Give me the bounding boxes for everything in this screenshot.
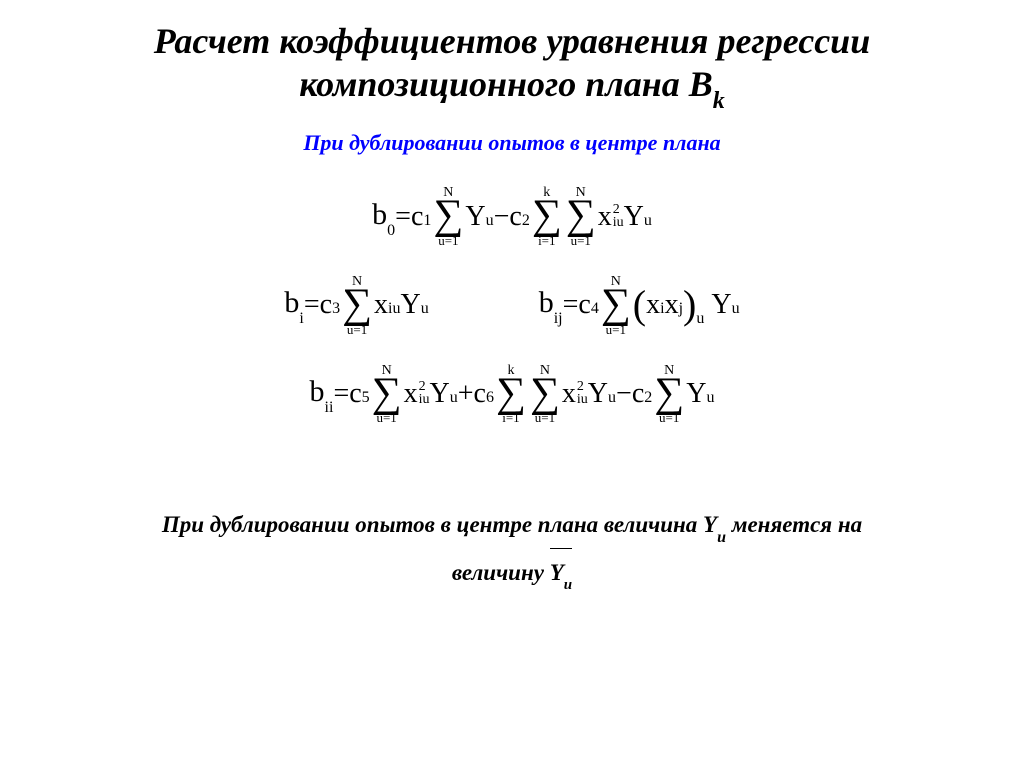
bi-sub: i: [299, 310, 303, 327]
slide-subtitle: При дублировании опытов в центре плана: [303, 130, 720, 156]
bii-sub: ii: [325, 399, 334, 416]
xi-sub: i: [660, 300, 664, 318]
Yu-sub: u: [486, 212, 494, 230]
sigma-low: u=1: [659, 411, 679, 424]
c2-sub: 2: [644, 389, 652, 407]
sigma-low-i: i=1: [502, 411, 519, 424]
Y: Y: [465, 201, 485, 233]
slide-title: Расчет коэффициентов уравнения регрессии…: [30, 20, 994, 112]
c4: c: [578, 289, 590, 321]
Y: Y: [686, 378, 706, 410]
sigma-icon: N ∑ u=1: [566, 186, 596, 247]
y-bar-icon: Yu: [550, 550, 572, 597]
sigma-low: u=1: [535, 411, 555, 424]
b-sym: b: [539, 286, 554, 319]
x: x: [665, 289, 679, 321]
plus-sign: +: [458, 378, 474, 410]
Y: Y: [430, 378, 450, 410]
b-sym: b: [284, 286, 299, 319]
note-text-3: величину: [452, 560, 550, 585]
Yu-sub: u: [450, 389, 458, 407]
eq-sign: =: [333, 378, 349, 410]
sigma-icon: N ∑ u=1: [601, 275, 631, 336]
Yu-sub: u: [644, 212, 652, 230]
x-iu: iu: [388, 300, 400, 318]
sigma-low: u=1: [571, 234, 591, 247]
c6: c: [474, 378, 486, 410]
formula-bii: bii = c5 N ∑ u=1 x2iu Yu + c6 k ∑ i=1 N …: [310, 364, 715, 425]
note-text-2: меняется на: [726, 512, 862, 537]
c3: c: [320, 289, 332, 321]
Y: Y: [588, 378, 608, 410]
sigma-icon: N ∑ u=1: [372, 364, 402, 425]
note-Yu-sub: u: [717, 529, 726, 546]
x: x: [562, 378, 576, 410]
sigma-icon: N ∑ u=1: [342, 275, 372, 336]
Y: Y: [624, 201, 644, 233]
Yu-sub: u: [706, 389, 714, 407]
sigma-icon: k ∑ i=1: [496, 364, 526, 425]
c5-sub: 5: [362, 389, 370, 407]
ybar-Y: Y: [550, 560, 564, 585]
sigma-low: u=1: [606, 323, 626, 336]
sigma-icon: N ∑ u=1: [530, 364, 560, 425]
slide: Расчет коэффициентов уравнения регрессии…: [0, 0, 1024, 767]
formula-row-2: bi = c3 N ∑ u=1 xiu Yu bij = c4 N ∑ u=1 …: [30, 275, 994, 336]
eq-sign: =: [563, 289, 579, 321]
c6-sub: 6: [486, 389, 494, 407]
sigma-icon: N ∑ u=1: [654, 364, 684, 425]
note-text-1: При дублировании опытов в центре плана в…: [162, 512, 717, 537]
c2: c: [509, 201, 521, 233]
Yu-sub: u: [421, 300, 429, 318]
sigma-low: u=1: [438, 234, 458, 247]
Y: Y: [711, 289, 731, 321]
c1-sub: 1: [423, 212, 431, 230]
paren-sub: u: [696, 310, 704, 328]
ybar-sub: u: [564, 577, 572, 593]
x: x: [598, 201, 612, 233]
x-iu: iu: [613, 217, 624, 230]
x: x: [646, 289, 660, 321]
title-text: Расчет коэффициентов уравнения регрессии…: [154, 21, 870, 104]
Yu-sub: u: [732, 300, 740, 318]
Y: Y: [400, 289, 420, 321]
x-iu: iu: [577, 394, 588, 407]
formula-b0: b0 = c1 N ∑ u=1 Yu − c2 k ∑ i=1 N ∑ u=1 …: [372, 186, 652, 247]
c2-sub: 2: [522, 212, 530, 230]
bij-sub: ij: [554, 310, 563, 327]
formula-row-3: bii = c5 N ∑ u=1 x2iu Yu + c6 k ∑ i=1 N …: [30, 364, 994, 425]
bottom-note: При дублировании опытов в центре плана в…: [162, 502, 862, 596]
c2: c: [632, 378, 644, 410]
formula-bi: bi = c3 N ∑ u=1 xiu Yu: [284, 275, 428, 336]
minus-sign: −: [494, 201, 510, 233]
b-sym: b: [372, 198, 387, 231]
title-subscript: k: [713, 88, 725, 114]
c4-sub: 4: [591, 300, 599, 318]
xj-sub: j: [679, 300, 683, 318]
x: x: [404, 378, 418, 410]
Yu-sub: u: [608, 389, 616, 407]
formula-row-1: b0 = c1 N ∑ u=1 Yu − c2 k ∑ i=1 N ∑ u=1 …: [30, 186, 994, 247]
sigma-icon: N ∑ u=1: [433, 186, 463, 247]
c1: c: [411, 201, 423, 233]
sigma-low: u=1: [347, 323, 367, 336]
c5: c: [349, 378, 361, 410]
formula-bij: bij = c4 N ∑ u=1 (xixj)u Yu: [539, 275, 740, 336]
eq-sign: =: [395, 201, 411, 233]
x-iu: iu: [419, 394, 430, 407]
c3-sub: 3: [332, 300, 340, 318]
sigma-low: u=1: [376, 411, 396, 424]
b0-sub: 0: [387, 222, 395, 239]
b-sym: b: [310, 375, 325, 408]
eq-sign: =: [304, 289, 320, 321]
minus-sign: −: [616, 378, 632, 410]
sigma-icon: k ∑ i=1: [532, 186, 562, 247]
sigma-low-i: i=1: [538, 234, 555, 247]
x: x: [374, 289, 388, 321]
